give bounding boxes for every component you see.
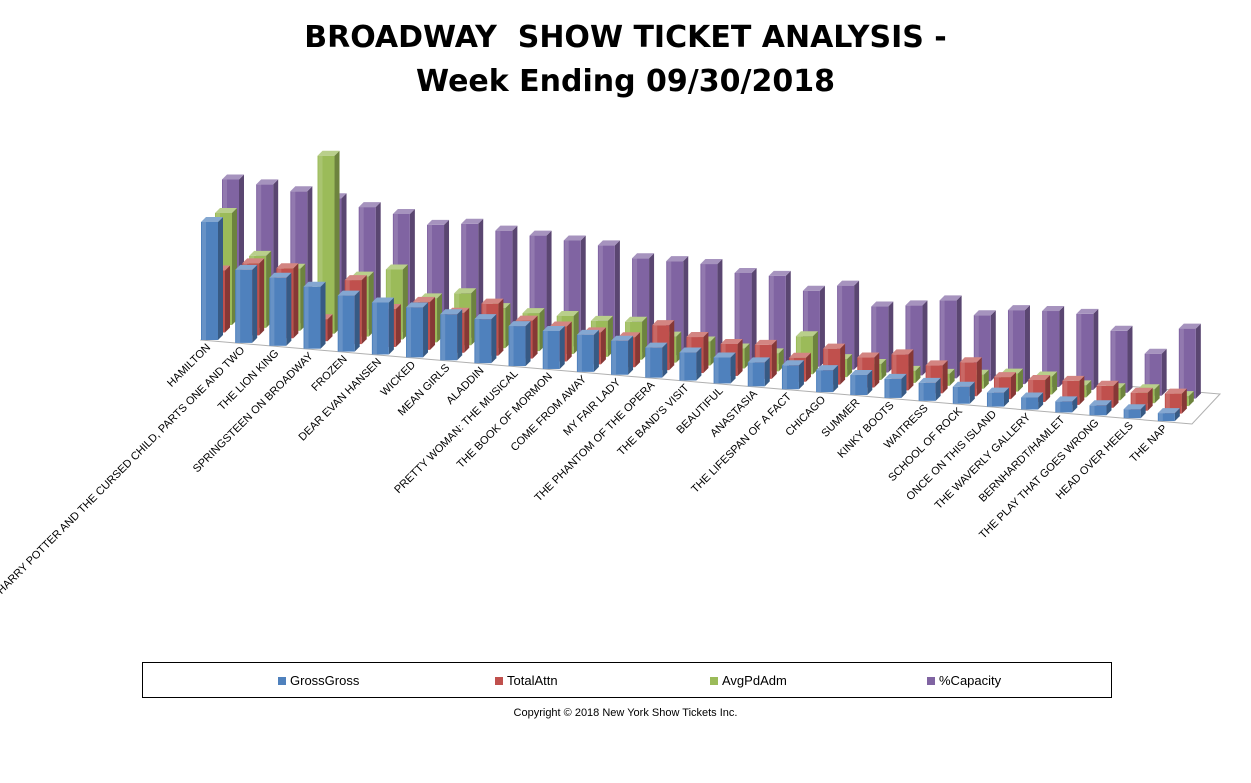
bar xyxy=(406,302,429,358)
bar xyxy=(1157,408,1180,422)
bar xyxy=(337,290,360,352)
legend-item: AvgPdAdm xyxy=(710,673,787,689)
bar xyxy=(201,217,223,340)
bar xyxy=(781,360,804,390)
bar xyxy=(939,295,962,379)
bar xyxy=(679,347,702,381)
legend-swatch xyxy=(710,676,718,685)
bar xyxy=(303,281,326,349)
legend-label: TotalAttn xyxy=(507,673,558,688)
bar xyxy=(645,342,668,378)
legend-swatch xyxy=(927,676,935,685)
legend-label: GrossGross xyxy=(290,673,360,688)
bar xyxy=(1089,400,1112,416)
series-GrossGross xyxy=(201,217,1180,422)
bar xyxy=(611,335,634,375)
legend-label: AvgPdAdm xyxy=(722,673,787,688)
bar xyxy=(1178,323,1201,399)
legend-item: %Capacity xyxy=(927,673,1001,689)
bar xyxy=(1055,396,1078,413)
bar xyxy=(918,377,941,401)
bar xyxy=(576,329,599,372)
chart-title: BROADWAY SHOW TICKET ANALYSIS - Week End… xyxy=(0,16,1251,104)
bar xyxy=(235,264,258,343)
bar xyxy=(474,314,497,364)
legend-item: GrossGross xyxy=(278,673,359,689)
bar xyxy=(1123,404,1146,419)
bar xyxy=(884,373,907,398)
category-label: THE BAND'S VISIT xyxy=(615,382,691,458)
chart-title-line-2: Week Ending 09/30/2018 xyxy=(416,64,835,99)
bar xyxy=(802,285,825,367)
chart-title-line-1: BROADWAY SHOW TICKET ANALYSIS - xyxy=(304,20,947,55)
bar xyxy=(713,352,736,384)
chart-legend: GrossGross TotalAttn AvgPdAdm %Capacity xyxy=(142,662,1112,698)
bar xyxy=(850,370,873,396)
legend-swatch xyxy=(278,676,286,685)
bar xyxy=(269,272,292,346)
legend-item: TotalAttn xyxy=(495,673,558,689)
legend-swatch xyxy=(495,676,503,685)
bar xyxy=(952,381,975,404)
bar xyxy=(542,325,565,369)
bar xyxy=(1076,308,1099,390)
bar xyxy=(986,387,1009,407)
bar xyxy=(1007,305,1030,385)
bar xyxy=(816,365,839,393)
bar xyxy=(747,357,770,387)
bar xyxy=(371,297,394,355)
copyright-text: Copyright © 2018 New York Show Tickets I… xyxy=(513,707,738,719)
bar xyxy=(508,321,531,367)
bar xyxy=(1042,306,1065,388)
bar xyxy=(440,309,463,361)
legend-label: %Capacity xyxy=(939,673,1002,688)
bar xyxy=(1021,392,1044,410)
category-label: HARRY POTTER AND THE CURSED CHILD, PARTS… xyxy=(0,344,248,597)
bar xyxy=(1110,325,1133,393)
